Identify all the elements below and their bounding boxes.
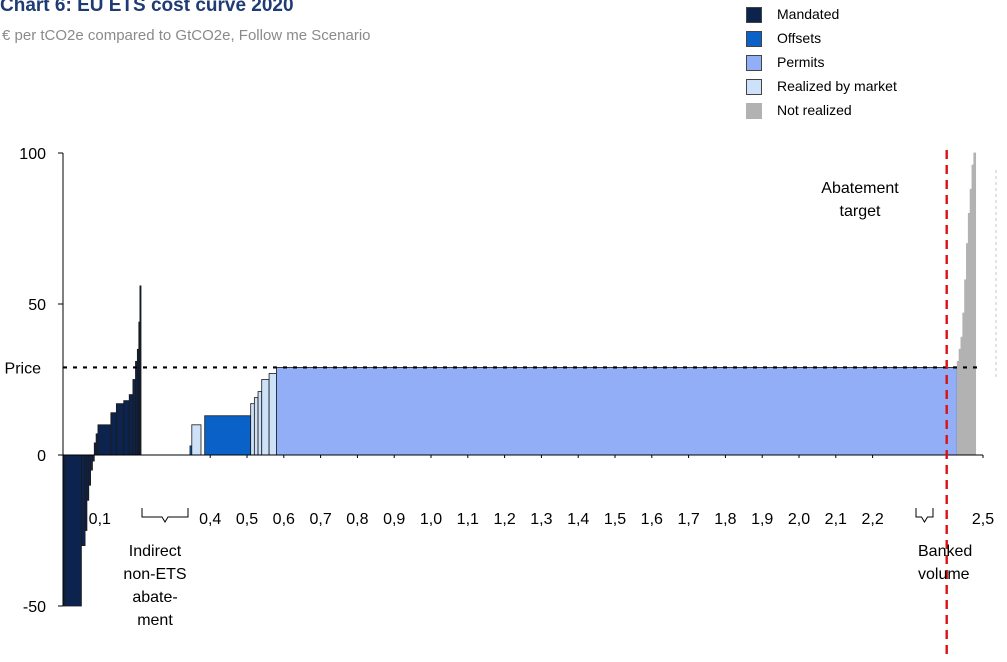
bar-mandated-7 <box>92 454 95 462</box>
legend-item-not-realized: Not realized <box>746 101 1006 125</box>
bar-mandated-13 <box>123 400 130 456</box>
bars-layer <box>62 152 977 607</box>
bar-not-realized-38 <box>973 152 977 456</box>
bar-mandated-1 <box>64 454 82 607</box>
x-tick-label-18: 2,1 <box>825 511 847 528</box>
legend-swatch-mandated <box>746 7 762 23</box>
bar-permits-28 <box>276 367 958 456</box>
y-tick-label-1: 50 <box>28 297 46 314</box>
legend-label-mandated: Mandated <box>777 6 840 22</box>
legend-label-realized-by-market: Realized by market <box>777 78 897 94</box>
annotation-0-line-0: Indirect <box>129 543 182 560</box>
legend-item-mandated: Mandated <box>746 5 1006 29</box>
bar-realized-by-market-26 <box>261 379 270 456</box>
x-tick-label-17: 2,0 <box>788 511 810 528</box>
bar-realized-by-market-24 <box>253 397 259 456</box>
x-tick-label-20: 2,5 <box>972 511 994 528</box>
x-tick-label-16: 1,9 <box>751 511 773 528</box>
legend-swatch-realized-by-market <box>746 79 762 95</box>
chart-subtitle: € per tCO2e compared to GtCO2e, Follow m… <box>2 27 371 44</box>
y-tick-label-0: 100 <box>19 146 46 163</box>
side-note-decoration <box>995 170 997 380</box>
legend: Mandated Offsets Permits Realized by mar… <box>746 5 1006 125</box>
legend-item-permits: Permits <box>746 53 1006 77</box>
x-tick-label-6: 0,9 <box>383 511 405 528</box>
bar-realized-by-market-25 <box>257 391 263 456</box>
y-tick-label-3: -50 <box>23 599 46 616</box>
legend-label-permits: Permits <box>777 54 825 70</box>
annotation-1-line-1: volume <box>918 566 970 583</box>
overlays-layer: Price Abatement target Indirect non-ETS abate… <box>5 150 978 660</box>
bar-mandated-19 <box>139 285 142 456</box>
x-tick-label-4: 0,7 <box>309 511 331 528</box>
bar-realized-by-market-21 <box>191 424 202 456</box>
x-tick-label-11: 1,4 <box>567 511 589 528</box>
annotation-bracket-0 <box>141 508 189 523</box>
legend-swatch-offsets <box>746 31 762 47</box>
legend-item-realized-by-market: Realized by market <box>746 77 1006 101</box>
bar-offsets-22 <box>204 415 252 456</box>
x-tick-label-19: 2,2 <box>861 511 883 528</box>
legend-item-offsets: Offsets <box>746 29 1006 53</box>
x-tick-label-12: 1,5 <box>604 511 626 528</box>
x-tick-label-10: 1,3 <box>530 511 552 528</box>
abatement-target-label-line-0: Abatement <box>821 180 899 197</box>
bar-mandated-2 <box>81 454 86 546</box>
x-tick-label-9: 1,2 <box>493 511 515 528</box>
x-tick-label-15: 1,8 <box>714 511 736 528</box>
x-tick-label-5: 0,8 <box>346 511 368 528</box>
annotation-0-line-1: non-ETS <box>123 566 186 583</box>
abatement-target-label-line-1: target <box>840 203 881 220</box>
x-tick-label-7: 1,0 <box>420 511 442 528</box>
chart-title: Chart 6: EU ETS cost curve 2020 <box>0 0 294 16</box>
axes-layer: 100 50 0 -50 0,1 0,4 0,5 0,6 0,7 0,8 0,9 1,0 1,1 1,2 1… <box>19 146 994 616</box>
bar-mandated-10 <box>97 424 112 456</box>
annotation-0-line-3: ment <box>137 612 173 629</box>
legend-swatch-not-realized <box>746 103 762 119</box>
legend-label-not-realized: Not realized <box>777 102 852 118</box>
bar-mandated-14 <box>128 394 134 456</box>
x-tick-label-0: 0,1 <box>89 511 111 528</box>
bar-mandated-11 <box>110 412 117 456</box>
legend-label-offsets: Offsets <box>777 30 822 46</box>
annotation-bracket-1 <box>915 508 934 523</box>
annotation-1-line-0: Banked <box>918 543 972 560</box>
annotation-0-line-2: abate- <box>132 589 177 606</box>
x-tick-label-1: 0,4 <box>199 511 221 528</box>
y-tick-label-2: 0 <box>37 448 46 465</box>
x-tick-label-3: 0,6 <box>273 511 295 528</box>
bar-realized-by-market-27 <box>268 373 277 456</box>
bar-realized-by-market-23 <box>250 403 255 456</box>
bar-mandated-12 <box>115 403 125 456</box>
legend-swatch-permits <box>746 55 762 71</box>
x-tick-label-8: 1,1 <box>457 511 479 528</box>
x-tick-label-13: 1,6 <box>641 511 663 528</box>
x-tick-label-2: 0,5 <box>236 511 258 528</box>
x-tick-label-14: 1,7 <box>677 511 699 528</box>
price-label: Price <box>5 360 42 377</box>
